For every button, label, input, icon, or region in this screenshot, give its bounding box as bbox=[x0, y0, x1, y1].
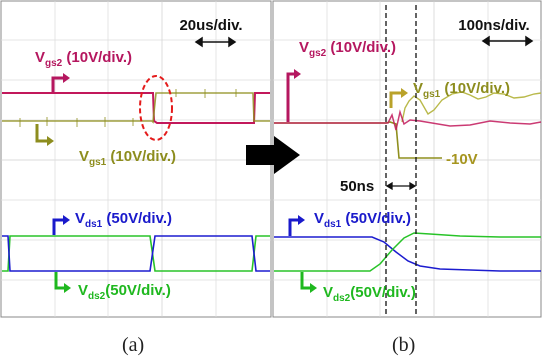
label-vds2-b-main: V bbox=[323, 284, 333, 301]
label-vds2-b-rest: (50V/div.) bbox=[350, 284, 416, 301]
label-vds1-a-main: V bbox=[75, 210, 85, 227]
pointer-vds2-b bbox=[300, 272, 312, 290]
trace-vgs1-a bbox=[2, 92, 270, 124]
highlight-ellipse bbox=[139, 75, 173, 141]
panel-b-frame bbox=[272, 0, 542, 318]
pointer-vgs1-b bbox=[389, 91, 403, 108]
pointer-vgs2-a bbox=[51, 76, 65, 92]
trace-vgs2-a bbox=[2, 92, 270, 124]
timebase-label-a: 20us/div. bbox=[179, 17, 242, 34]
pointer-vds2-a-head bbox=[64, 283, 71, 293]
pointer-vgs2-b bbox=[286, 72, 296, 122]
label-vds2-b: Vds2(50V/div.) bbox=[323, 284, 416, 304]
panel-b: 50ns 100ns/div. Vgs2 (10V/div.) Vgs1 (10… bbox=[272, 0, 542, 318]
panel-a-frame bbox=[0, 0, 272, 318]
label-vgs2-a-rest: (10V/div.) bbox=[62, 49, 132, 66]
pointer-vgs1-a bbox=[35, 124, 49, 143]
label-vgs2-a: Vgs2 (10V/div.) bbox=[35, 49, 132, 69]
pointer-vgs1-b-head bbox=[401, 88, 408, 98]
label-vgs2-a-main: V bbox=[35, 49, 45, 66]
pointer-vgs1-a-head bbox=[47, 136, 54, 146]
label-vds1-b-rest: (50V/div.) bbox=[341, 210, 411, 227]
label-vgs1-a-main: V bbox=[79, 148, 89, 165]
pointer-vds2-b-head bbox=[310, 283, 317, 293]
label-vds2-a-sub: ds2 bbox=[88, 291, 106, 302]
timebase-arrow-a bbox=[194, 36, 237, 48]
label-vgs1-a: Vgs1 (10V/div.) bbox=[79, 148, 176, 168]
caption-a: (a) bbox=[122, 334, 145, 356]
pointer-vds1-a-head bbox=[63, 215, 70, 225]
trace-vgs1-b-rise bbox=[401, 91, 542, 123]
label-vgs1-a-sub: gs1 bbox=[89, 157, 107, 168]
neg-voltage-label: -10V bbox=[446, 151, 478, 168]
label-vgs2-b-rest: (10V/div.) bbox=[326, 39, 396, 56]
pointer-vds1-a bbox=[52, 218, 65, 235]
label-vds1-b-sub: ds1 bbox=[324, 219, 342, 230]
label-vgs2-b-sub: gs2 bbox=[309, 48, 327, 59]
label-vds1-a: Vds1 (50V/div.) bbox=[75, 210, 172, 230]
label-vds2-a-main: V bbox=[78, 282, 88, 299]
label-vgs1-b: Vgs1 (10V/div.) bbox=[413, 80, 510, 100]
trace-vds1-b bbox=[274, 236, 541, 272]
label-vds1-a-sub: ds1 bbox=[85, 219, 103, 230]
trace-vds2-b bbox=[274, 232, 541, 272]
label-vds2-b-sub: ds2 bbox=[333, 293, 351, 304]
pointer-vgs2-a-head bbox=[63, 73, 70, 83]
label-vgs2-b: Vgs2 (10V/div.) bbox=[299, 39, 396, 59]
label-vgs2-b-main: V bbox=[299, 39, 309, 56]
label-vgs1-a-rest: (10V/div.) bbox=[106, 148, 176, 165]
trace-vgs2-b bbox=[274, 109, 542, 131]
pointer-vgs2-b-head bbox=[294, 69, 301, 79]
pointer-vds2-a bbox=[54, 272, 66, 290]
label-vds1-a-rest: (50V/div.) bbox=[102, 210, 172, 227]
caption-b: (b) bbox=[392, 334, 416, 356]
timebase-label-b: 100ns/div. bbox=[458, 17, 529, 34]
panel-a: 20us/div. Vgs2 (10V/div.) Vgs1 (10V/div.… bbox=[0, 0, 272, 318]
label-vds2-a-rest: (50V/div.) bbox=[105, 282, 171, 299]
label-vgs1-b-rest: (10V/div.) bbox=[440, 80, 510, 97]
label-vgs1-b-sub: gs1 bbox=[423, 89, 441, 100]
deadtime-arrow bbox=[385, 181, 417, 191]
panel-b-grid bbox=[273, 1, 541, 317]
deadtime-label: 50ns bbox=[340, 178, 374, 195]
pointer-vds1-b-head bbox=[298, 215, 305, 225]
timebase-arrow-b bbox=[481, 35, 534, 47]
label-vgs1-b-main: V bbox=[413, 80, 423, 97]
label-vgs2-a-sub: gs2 bbox=[45, 58, 63, 69]
panel-a-grid bbox=[1, 1, 271, 317]
transition-arrow bbox=[246, 136, 300, 174]
trace-vds1-a bbox=[2, 235, 270, 272]
label-vds1-b: Vds1 (50V/div.) bbox=[314, 210, 411, 230]
pointer-vds1-b bbox=[288, 218, 300, 236]
label-vds2-a: Vds2(50V/div.) bbox=[78, 282, 171, 302]
label-vds1-b-main: V bbox=[314, 210, 324, 227]
noise-ticks-a bbox=[19, 89, 237, 127]
